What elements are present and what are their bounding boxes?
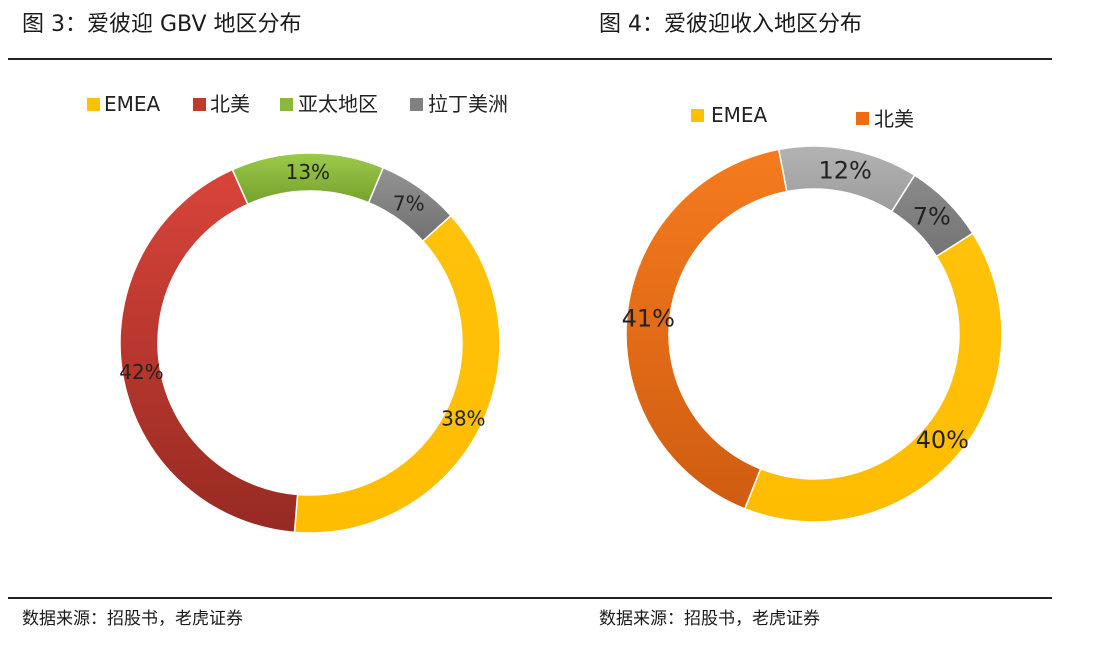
legend-label-asia-pacific: 亚太地区 (298, 92, 378, 116)
data-label-emea: 40% (916, 426, 969, 454)
bottom-divider (8, 597, 1052, 599)
legend: EMEA 北美 亚太地区 拉丁美洲 (87, 92, 508, 116)
donut-slices (625, 145, 1003, 523)
donut-labels: 38% 42% 13% 7% (119, 160, 485, 431)
donut-labels: 40% 41% 12% 7% (622, 156, 969, 454)
data-label-north-america: 41% (622, 304, 675, 332)
donut-slice-latin-america (367, 166, 452, 243)
legend-swatch-asia-pacific (280, 98, 293, 111)
legend-label-emea: EMEA (711, 103, 768, 127)
figure-3-source-note: 数据来源：招股书，老虎证券 (22, 609, 243, 629)
legend: EMEA 北美 (691, 103, 914, 131)
data-label-asia-pacific: 13% (286, 160, 330, 184)
donut-slice-emea (743, 232, 1003, 523)
top-divider (8, 58, 1052, 60)
legend-swatch-north-america (856, 112, 869, 125)
figure-4-source-note: 数据来源：招股书，老虎证券 (599, 609, 820, 629)
donut-slice-dark-gray (890, 174, 974, 258)
legend-label-emea: EMEA (104, 92, 161, 116)
donut-slice-north-america (119, 168, 299, 534)
legend-swatch-emea (87, 98, 100, 111)
revenue-region-donut-chart: EMEA 北美 40% 41% 12% 7% (622, 103, 1003, 523)
legend-swatch-emea (691, 109, 704, 122)
figure-4-title: 图 4：爱彼迎收入地区分布 (599, 12, 862, 37)
data-label-north-america: 42% (119, 360, 163, 384)
data-label-light-gray: 12% (819, 156, 872, 184)
data-label-emea: 38% (441, 407, 485, 431)
legend-swatch-latin-america (410, 98, 423, 111)
gbv-region-donut-chart: EMEA 北美 亚太地区 拉丁美洲 38% 42% 13% 7% (87, 92, 508, 534)
data-label-latin-america: 7% (393, 191, 425, 215)
donut-slice-north-america (625, 148, 788, 510)
legend-swatch-north-america (193, 98, 206, 111)
data-label-dark-gray: 7% (913, 202, 951, 230)
donut-slices (119, 152, 501, 534)
donut-slice-emea (293, 214, 501, 534)
figure-3-title: 图 3：爱彼迎 GBV 地区分布 (22, 12, 302, 37)
legend-label-latin-america: 拉丁美洲 (428, 92, 508, 116)
legend-label-north-america: 北美 (210, 92, 250, 116)
legend-label-north-america: 北美 (874, 107, 914, 131)
